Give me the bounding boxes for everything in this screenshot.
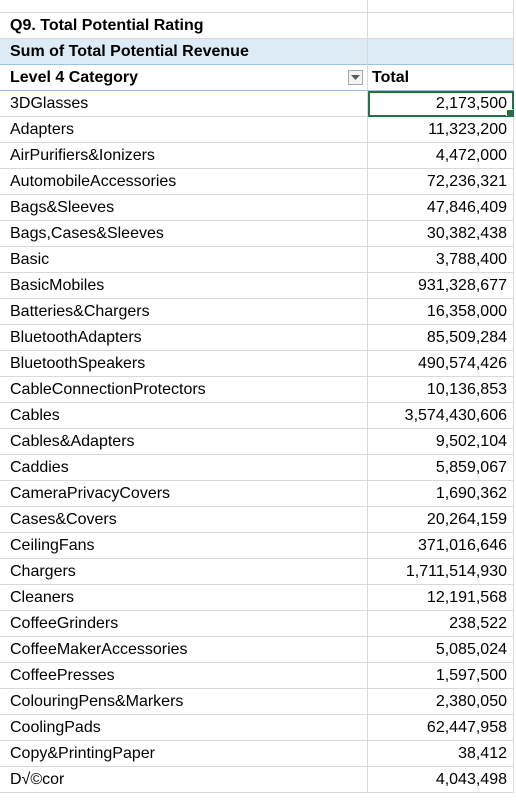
table-row: BluetoothSpeakers 490,574,426	[0, 351, 516, 377]
pivot-measure-row: Sum of Total Potential Revenue	[0, 39, 516, 65]
total-cell[interactable]: 1,711,514,930	[368, 559, 514, 585]
fill-handle[interactable]	[506, 109, 513, 116]
table-row: CoffeePresses 1,597,500	[0, 663, 516, 689]
table-row: Batteries&Chargers 16,358,000	[0, 299, 516, 325]
selected-total-cell[interactable]: 2,173,500	[368, 91, 514, 117]
category-cell[interactable]: 3DGlasses	[0, 91, 368, 117]
total-cell[interactable]: 2,380,050	[368, 689, 514, 715]
category-cell[interactable]: BasicMobiles	[0, 273, 368, 299]
total-cell[interactable]: 9,502,104	[368, 429, 514, 455]
category-cell[interactable]: Caddies	[0, 455, 368, 481]
total-cell[interactable]: 11,323,200	[368, 117, 514, 143]
table-row: CameraPrivacyCovers 1,690,362	[0, 481, 516, 507]
category-cell[interactable]: Cables	[0, 403, 368, 429]
pivot-rows: 3DGlasses 2,173,500 Adapters 11,323,200 AirP…	[0, 91, 516, 793]
table-row: Cables&Adapters 9,502,104	[0, 429, 516, 455]
total-cell[interactable]: 4,043,498	[368, 767, 514, 793]
total-cell[interactable]: 85,509,284	[368, 325, 514, 351]
table-row: Cases&Covers 20,264,159	[0, 507, 516, 533]
sheet-title[interactable]: Q9. Total Potential Rating	[0, 13, 368, 39]
total-cell[interactable]: 12,191,568	[368, 585, 514, 611]
total-cell[interactable]: 3,574,430,606	[368, 403, 514, 429]
total-cell[interactable]: 16,358,000	[368, 299, 514, 325]
total-cell[interactable]: 62,447,958	[368, 715, 514, 741]
total-cell[interactable]: 371,016,646	[368, 533, 514, 559]
total-cell[interactable]: 1,597,500	[368, 663, 514, 689]
total-cell[interactable]: 20,264,159	[368, 507, 514, 533]
total-cell[interactable]: 30,382,438	[368, 221, 514, 247]
partial-row-top	[0, 0, 516, 13]
total-cell[interactable]: 1,690,362	[368, 481, 514, 507]
table-row: AutomobileAccessories 72,236,321	[0, 169, 516, 195]
category-cell[interactable]: CableConnectionProtectors	[0, 377, 368, 403]
table-row: Cleaners 12,191,568	[0, 585, 516, 611]
dropdown-filter-icon[interactable]	[348, 70, 363, 85]
table-row: D√©cor 4,043,498	[0, 767, 516, 793]
category-cell[interactable]: ColouringPens&Markers	[0, 689, 368, 715]
total-cell[interactable]: 38,412	[368, 741, 514, 767]
table-row: Bags,Cases&Sleeves 30,382,438	[0, 221, 516, 247]
cell-b-partial[interactable]	[368, 0, 514, 13]
table-row: Bags&Sleeves 47,846,409	[0, 195, 516, 221]
category-cell[interactable]: CoffeeMakerAccessories	[0, 637, 368, 663]
category-cell[interactable]: Cables&Adapters	[0, 429, 368, 455]
category-cell[interactable]: Batteries&Chargers	[0, 299, 368, 325]
table-row: Chargers 1,711,514,930	[0, 559, 516, 585]
category-cell[interactable]: AirPurifiers&Ionizers	[0, 143, 368, 169]
total-cell[interactable]: 47,846,409	[368, 195, 514, 221]
category-cell[interactable]: Copy&PrintingPaper	[0, 741, 368, 767]
title-row-cell-b[interactable]	[368, 13, 514, 39]
total-cell[interactable]: 3,788,400	[368, 247, 514, 273]
pivot-measure-cell-b[interactable]	[368, 39, 514, 65]
total-cell[interactable]: 72,236,321	[368, 169, 514, 195]
category-cell[interactable]: Cases&Covers	[0, 507, 368, 533]
table-row: Basic 3,788,400	[0, 247, 516, 273]
category-cell[interactable]: Basic	[0, 247, 368, 273]
table-row: AirPurifiers&Ionizers 4,472,000	[0, 143, 516, 169]
category-cell[interactable]: Adapters	[0, 117, 368, 143]
total-cell[interactable]: 238,522	[368, 611, 514, 637]
pivot-row-header[interactable]: Level 4 Category	[0, 65, 368, 91]
category-cell[interactable]: CoffeePresses	[0, 663, 368, 689]
total-cell[interactable]: 5,085,024	[368, 637, 514, 663]
table-row: 3DGlasses 2,173,500	[0, 91, 516, 117]
total-cell[interactable]: 5,859,067	[368, 455, 514, 481]
total-cell[interactable]: 4,472,000	[368, 143, 514, 169]
table-row: Adapters 11,323,200	[0, 117, 516, 143]
table-row: BasicMobiles 931,328,677	[0, 273, 516, 299]
table-row: CoolingPads 62,447,958	[0, 715, 516, 741]
table-row: CeilingFans 371,016,646	[0, 533, 516, 559]
row-header-label: Level 4 Category	[10, 69, 139, 86]
category-cell[interactable]: BluetoothSpeakers	[0, 351, 368, 377]
category-cell[interactable]: Chargers	[0, 559, 368, 585]
table-row: Copy&PrintingPaper 38,412	[0, 741, 516, 767]
category-cell[interactable]: BluetoothAdapters	[0, 325, 368, 351]
pivot-header-row: Level 4 Category Total	[0, 65, 516, 91]
total-cell[interactable]: 490,574,426	[368, 351, 514, 377]
total-cell[interactable]: 10,136,853	[368, 377, 514, 403]
pivot-value-header[interactable]: Total	[368, 65, 514, 91]
table-row: Caddies 5,859,067	[0, 455, 516, 481]
table-row: CoffeeMakerAccessories 5,085,024	[0, 637, 516, 663]
table-row: ColouringPens&Markers 2,380,050	[0, 689, 516, 715]
table-row: CoffeeGrinders 238,522	[0, 611, 516, 637]
category-cell[interactable]: Bags&Sleeves	[0, 195, 368, 221]
title-row: Q9. Total Potential Rating	[0, 13, 516, 39]
category-cell[interactable]: CoffeeGrinders	[0, 611, 368, 637]
table-row: BluetoothAdapters 85,509,284	[0, 325, 516, 351]
table-row: CableConnectionProtectors 10,136,853	[0, 377, 516, 403]
pivot-measure-label[interactable]: Sum of Total Potential Revenue	[0, 39, 368, 65]
category-cell[interactable]: CameraPrivacyCovers	[0, 481, 368, 507]
table-row: Cables 3,574,430,606	[0, 403, 516, 429]
category-cell[interactable]: AutomobileAccessories	[0, 169, 368, 195]
category-cell[interactable]: Bags,Cases&Sleeves	[0, 221, 368, 247]
category-cell[interactable]: CeilingFans	[0, 533, 368, 559]
category-cell[interactable]: CoolingPads	[0, 715, 368, 741]
category-cell[interactable]: D√©cor	[0, 767, 368, 793]
cell-a-partial[interactable]	[0, 0, 368, 13]
category-cell[interactable]: Cleaners	[0, 585, 368, 611]
total-cell[interactable]: 931,328,677	[368, 273, 514, 299]
